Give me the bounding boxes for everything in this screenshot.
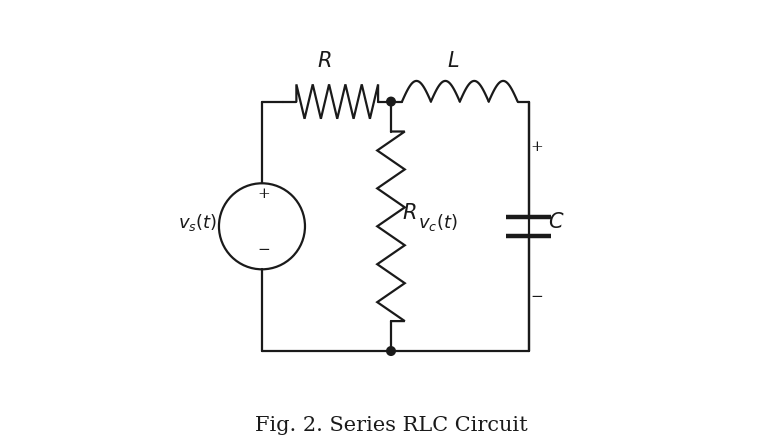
Text: $R$: $R$ (402, 203, 416, 223)
Text: $L$: $L$ (447, 51, 460, 71)
Circle shape (386, 347, 396, 355)
Text: $C$: $C$ (548, 212, 565, 232)
Text: +: + (530, 140, 543, 154)
Text: $R$: $R$ (317, 51, 332, 71)
Text: +: + (258, 187, 271, 201)
Text: −: − (530, 290, 543, 304)
Text: $v_s(t)$: $v_s(t)$ (178, 211, 217, 233)
Circle shape (386, 97, 396, 106)
Text: −: − (258, 243, 271, 257)
Text: $v_c(t)$: $v_c(t)$ (418, 211, 457, 233)
Text: Fig. 2. Series RLC Circuit: Fig. 2. Series RLC Circuit (255, 416, 527, 435)
